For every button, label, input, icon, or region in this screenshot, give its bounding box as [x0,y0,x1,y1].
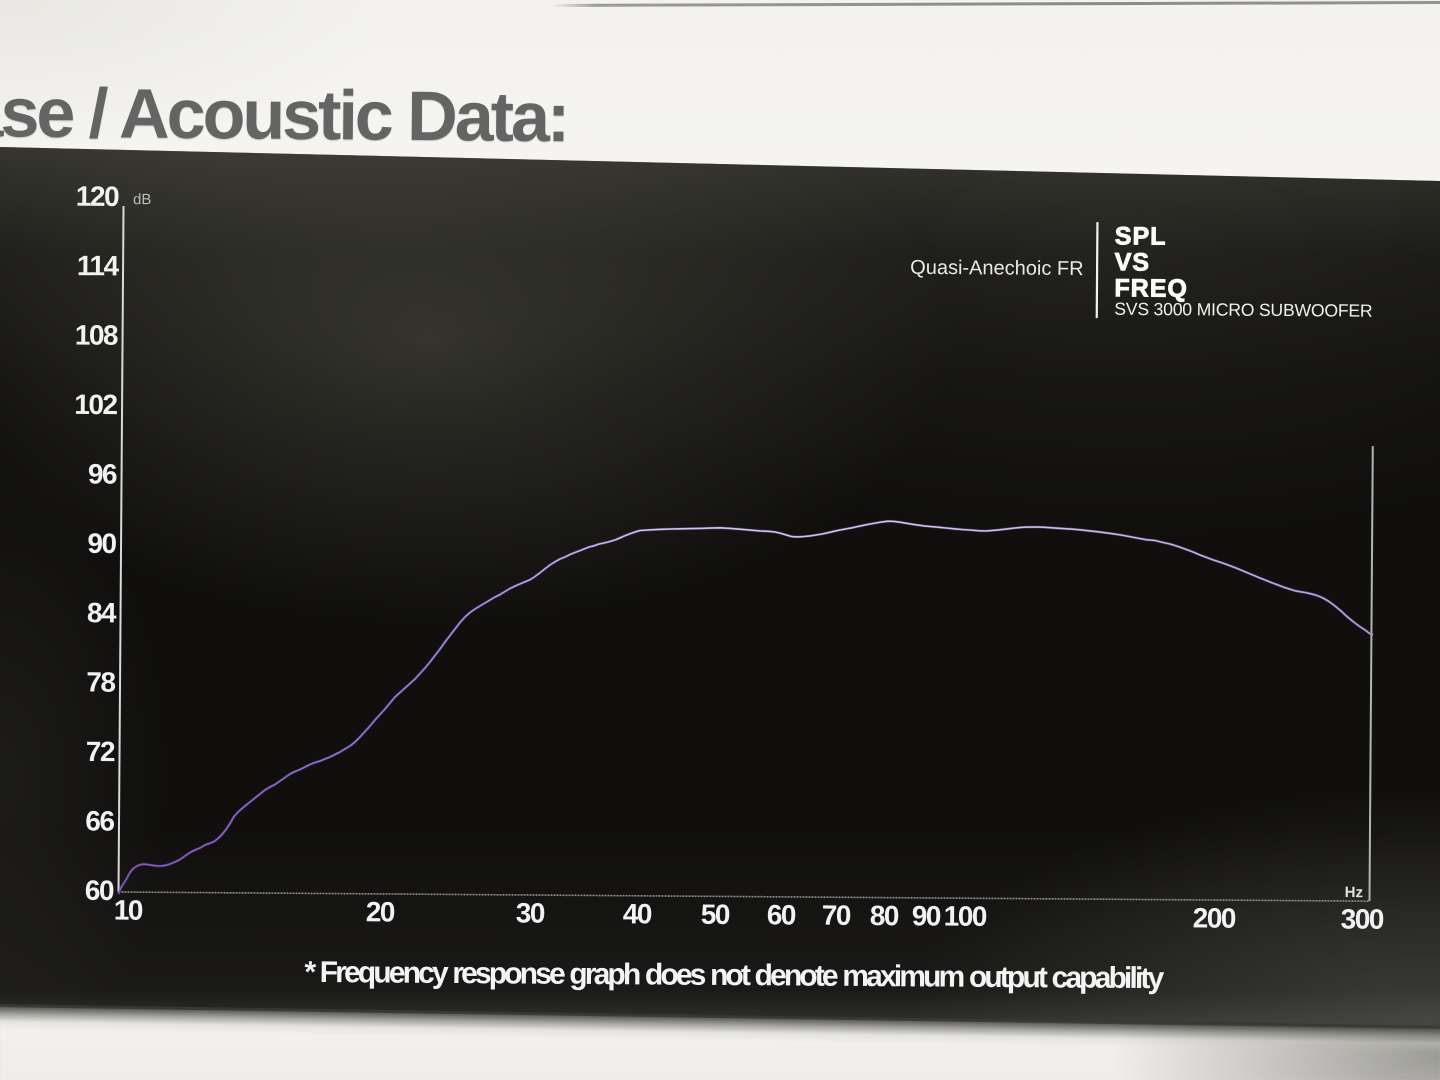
svg-text:78: 78 [86,667,115,698]
svg-text:120: 120 [76,181,119,212]
svg-text:VS: VS [1115,248,1151,276]
svg-text:100: 100 [944,901,987,932]
svg-text:70: 70 [822,900,851,931]
svg-text:FREQ: FREQ [1114,274,1188,303]
svg-text:300: 300 [1341,903,1384,934]
svg-text:SPL: SPL [1115,222,1167,250]
svg-text:Hz: Hz [1345,884,1363,901]
svg-text:10: 10 [114,894,143,925]
svg-text:dB: dB [133,191,151,208]
svg-text:50: 50 [701,899,730,930]
svg-text:60: 60 [85,875,114,906]
svg-text:96: 96 [88,458,117,489]
svg-text:40: 40 [623,898,652,929]
svg-text:30: 30 [516,897,545,928]
svg-text:60: 60 [767,899,796,930]
svg-text:72: 72 [86,736,115,767]
svg-text:SVS 3000 MICRO SUBWOOFER: SVS 3000 MICRO SUBWOOFER [1114,299,1372,321]
svg-text:200: 200 [1193,902,1236,933]
svg-text:* Frequency response graph doe: * Frequency response graph does not deno… [304,956,1164,995]
svg-text:80: 80 [870,900,899,931]
svg-text:84: 84 [87,597,117,628]
svg-text:102: 102 [74,389,117,420]
svg-text:66: 66 [85,805,114,836]
svg-text:90: 90 [87,528,116,559]
svg-text:Quasi-Anechoic FR: Quasi-Anechoic FR [910,257,1084,280]
svg-text:114: 114 [77,250,120,281]
svg-text:20: 20 [366,896,395,927]
svg-text:108: 108 [75,319,118,350]
svg-text:90: 90 [912,900,941,931]
